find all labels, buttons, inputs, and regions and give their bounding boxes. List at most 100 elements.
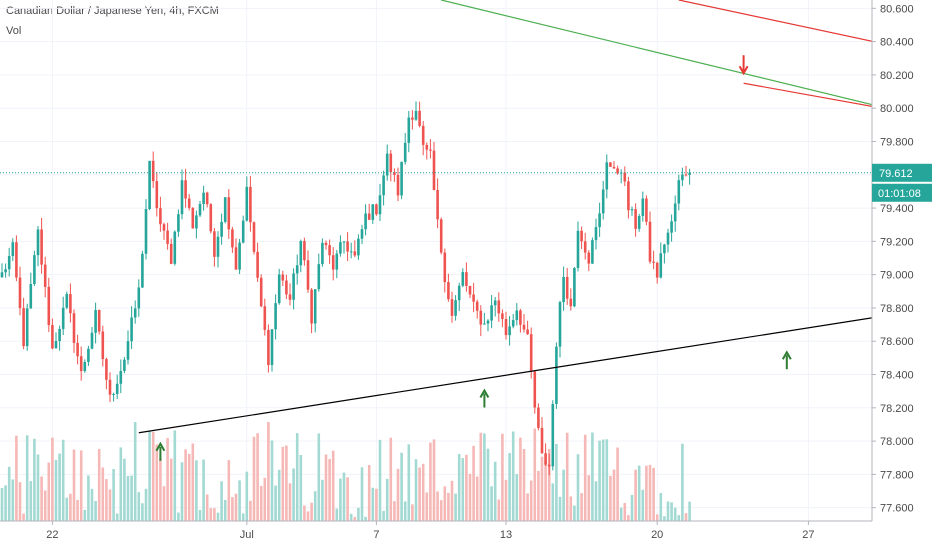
candle-body [526,329,529,335]
time-tick-label: 20 [651,529,663,541]
candle-body [645,198,648,222]
candle-body [270,329,274,366]
volume-bar [349,513,353,521]
candle-body [436,190,439,220]
candle-body [468,285,472,295]
candle-body [681,174,684,181]
candle-body [591,240,594,264]
candle-body [601,189,605,214]
time-tick-label: 22 [46,529,58,541]
volume-bar [33,438,36,521]
candle-body [346,241,349,252]
volume-bar [666,501,670,521]
candle-body [169,243,173,264]
candle-body [389,153,393,173]
volume-bar [69,493,72,521]
candle-body [519,310,522,325]
volume-bar [421,463,425,521]
volume-bar [43,490,47,521]
price-tick-label: 78.600 [880,336,914,348]
candle-body [317,264,321,290]
volume-bar [133,422,137,521]
candle-body [357,238,360,256]
volume-bar [519,437,522,521]
candle-body [299,241,303,266]
volume-bar [673,507,677,521]
candle-body [90,332,94,349]
candle-body [292,273,295,300]
volume-bar [15,435,18,521]
volume-bar [645,465,648,521]
candle-body [191,207,195,229]
volume-bar [515,474,519,521]
volume-bars [0,422,691,521]
volume-bar [213,508,216,521]
candle-body [306,260,310,290]
candle-body [144,209,148,254]
volume-bar [223,499,227,521]
volume-indicator-label[interactable]: Vol [6,25,22,37]
candle-body [367,213,371,220]
volume-bar [303,505,306,521]
volume-bar [126,475,130,521]
candle-body [465,272,468,286]
volume-bar [533,428,537,521]
candle-body [378,195,382,215]
volume-bar [648,464,652,521]
price-tick-label: 78.200 [880,403,914,415]
grid [0,0,872,521]
volume-bar [79,450,83,521]
candle-body [360,229,364,239]
volume-bar [371,487,375,521]
candle-body [130,317,133,342]
candle-body [551,403,555,467]
volume-bar [605,439,609,521]
candle-body [421,125,425,145]
volume-bar [123,458,126,521]
volume-bar [497,499,501,521]
price-tick-label: 77.600 [880,503,914,515]
candle-body [483,323,486,325]
candle-body [119,371,123,384]
volume-bar [342,472,346,521]
candle-body [414,110,418,120]
volume-bar [353,516,357,521]
volume-bar [587,475,591,521]
candle-body [364,213,367,230]
volume-bar [684,513,688,521]
candle-body [108,379,112,395]
candle-body [303,241,306,261]
volume-bar [72,449,76,521]
candle-body [0,272,4,278]
candle-body [335,253,339,270]
candle-body [331,255,335,270]
volume-bar [151,431,155,521]
volume-bar [310,502,313,521]
volume-bar [663,516,666,521]
up-arrow-icon [155,441,166,461]
candle-body [688,172,691,175]
candle-body [76,342,79,357]
volume-bar [299,454,303,521]
volume-bar [432,439,436,521]
candle-body [457,285,461,301]
candle-body [508,326,511,336]
candle-body [159,208,162,225]
volume-bar [461,458,465,521]
candle-body [627,181,630,211]
volume-bar [317,433,321,521]
channel-line [678,0,932,55]
candle-body [58,328,61,342]
candle-body [213,231,216,257]
volume-bar [18,482,22,521]
volume-bar [508,453,511,521]
candle-body [22,308,25,347]
volume-bar [25,435,29,521]
candle-body [400,161,403,196]
volume-bar [609,475,612,521]
candle-body [429,149,432,151]
candle-body [216,236,220,257]
volume-bar [378,439,382,521]
candle-body [576,230,580,268]
